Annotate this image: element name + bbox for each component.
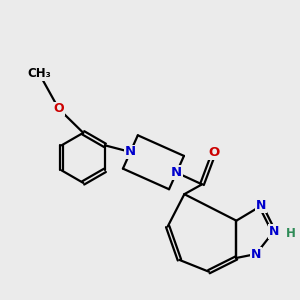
Text: N: N: [268, 225, 279, 238]
Text: CH₃: CH₃: [27, 67, 51, 80]
Text: N: N: [256, 200, 266, 212]
Text: N: N: [125, 146, 136, 158]
Text: O: O: [208, 146, 219, 159]
Text: H: H: [285, 227, 295, 240]
Text: N: N: [171, 166, 182, 179]
Text: N: N: [251, 248, 261, 260]
Text: O: O: [53, 102, 64, 115]
